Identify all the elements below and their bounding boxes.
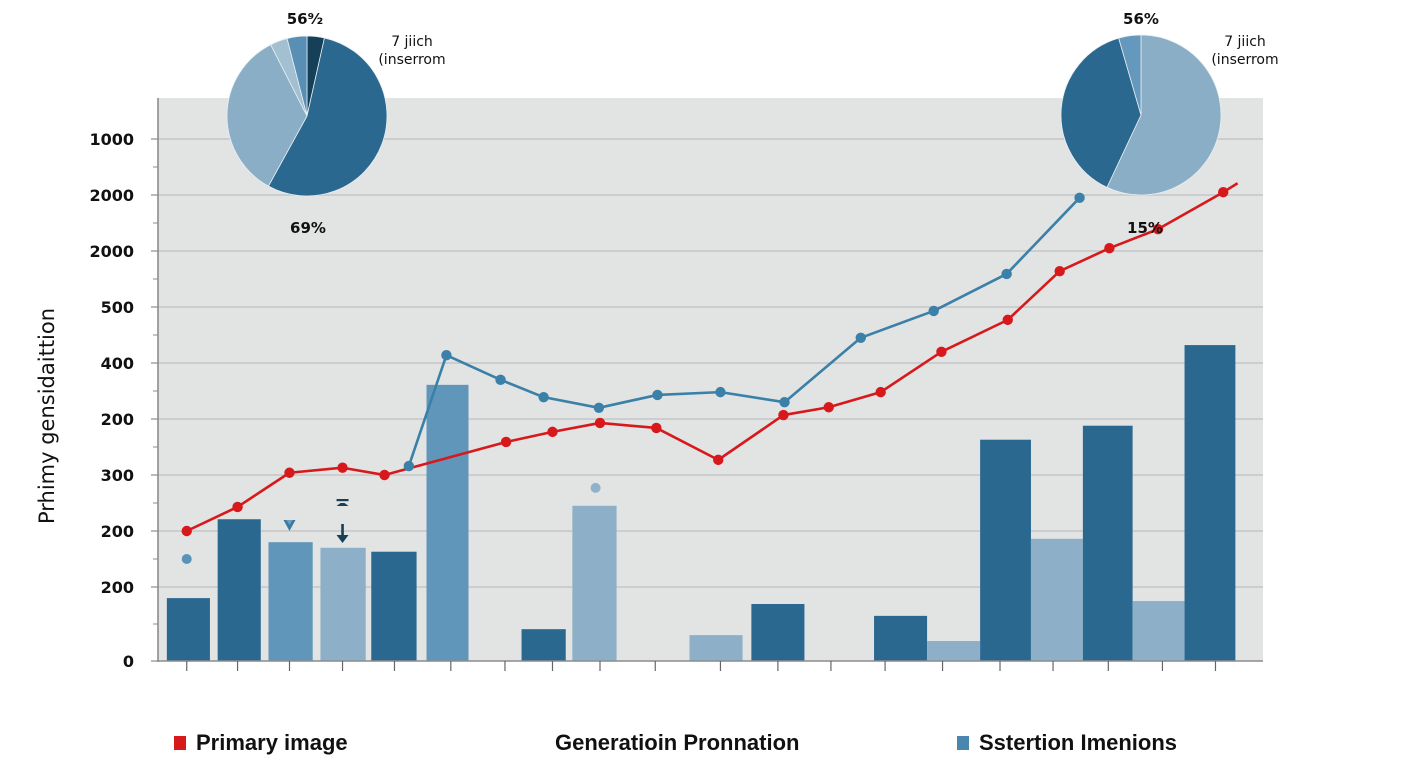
data-point <box>547 426 558 438</box>
pie-slice <box>1060 37 1142 188</box>
legend-item-generation: Generatioin Pronnation <box>555 730 799 756</box>
data-point <box>936 346 947 357</box>
data-point <box>652 389 663 401</box>
bar <box>426 384 469 661</box>
y-tick-label: 200 <box>101 578 134 597</box>
data-point <box>337 462 348 473</box>
bar <box>689 635 743 661</box>
y-tick-label: 400 <box>101 354 134 373</box>
bar <box>268 542 313 661</box>
legend-swatch-blue <box>957 736 969 750</box>
data-point <box>232 501 243 513</box>
bar <box>1030 538 1083 661</box>
legend-label: Sstertion Imenions <box>979 730 1178 755</box>
data-point <box>779 397 790 408</box>
left-pie: 56⁹⁄₂ 7 jiich (inserrom 69% <box>226 10 446 237</box>
y-tick-label: 200 <box>101 522 134 541</box>
cap-icon <box>336 503 349 506</box>
line-series <box>181 182 1239 537</box>
pie-side-label: (inserrom <box>378 52 445 68</box>
y-axis-label: Prhimy gensidaittion <box>35 308 59 524</box>
data-point <box>713 454 724 466</box>
pie-slice <box>286 35 308 117</box>
data-point <box>875 386 886 398</box>
data-point <box>500 436 512 448</box>
data-point <box>1074 192 1085 203</box>
pie-slice <box>1106 34 1222 196</box>
data-point <box>1054 265 1065 277</box>
bars <box>166 345 1236 661</box>
bar <box>521 629 566 661</box>
data-point <box>594 417 606 429</box>
pie-slice <box>226 44 308 187</box>
data-point <box>1002 314 1013 326</box>
markers <box>181 482 601 564</box>
data-point <box>495 374 506 385</box>
bar <box>927 641 981 661</box>
y-tick-label: 200 <box>101 410 134 429</box>
data-point <box>928 305 939 317</box>
isolated-point <box>590 482 601 493</box>
y-tick-label: 0 <box>123 652 134 671</box>
data-point <box>181 525 192 537</box>
pie-side-label: 7 jiich <box>391 34 433 50</box>
pie-charts: 56⁹⁄₂ 7 jiich (inserrom 69% 56% 7 jiich (inser… <box>226 10 1279 237</box>
pie-top-label: 56% <box>1123 10 1159 28</box>
line-series-sstertion-imenions <box>407 196 1081 467</box>
legend-swatch-red <box>174 736 186 750</box>
data-point <box>403 460 415 472</box>
data-point <box>538 391 549 403</box>
data-point <box>441 349 452 361</box>
pie-side-label: (inserrom <box>1211 52 1278 68</box>
bar <box>166 598 210 661</box>
x-axis-ticks <box>186 661 1217 671</box>
bar <box>751 604 805 661</box>
y-tick-label: 2000 <box>89 186 134 205</box>
bar <box>1082 425 1133 661</box>
data-point <box>1104 243 1115 254</box>
line-series-primary-image <box>186 182 1239 533</box>
cap-bar <box>336 499 349 502</box>
data-point <box>1218 187 1229 198</box>
data-point <box>1152 223 1164 235</box>
data-point <box>379 469 390 481</box>
pie-top-label: 56⁹⁄₂ <box>287 10 324 28</box>
bar <box>320 547 366 661</box>
triangle-highlight <box>286 520 293 525</box>
data-point <box>855 332 866 343</box>
bar <box>874 615 928 661</box>
data-point <box>778 409 789 421</box>
data-point <box>651 422 662 434</box>
legend-label: Primary image <box>196 730 348 755</box>
data-point <box>593 402 605 413</box>
arrow-down-icon <box>336 535 349 543</box>
y-tick-label: 1000 <box>89 130 134 149</box>
bar <box>371 551 417 661</box>
pie-bottom-label: 15% <box>1127 219 1163 237</box>
pie-bottom-label: 69% <box>290 219 326 237</box>
legend-label: Generatioin Pronnation <box>555 730 800 755</box>
y-tick-label: 2000 <box>89 242 134 261</box>
legend-item-primary-image: Primary image <box>174 730 348 756</box>
data-point <box>823 402 834 413</box>
data-point <box>284 467 295 478</box>
data-point <box>715 386 726 398</box>
bar <box>1132 601 1185 661</box>
bar <box>1184 345 1236 661</box>
pie-slice <box>1118 34 1142 116</box>
bar <box>572 505 617 661</box>
data-point <box>1001 268 1012 280</box>
triangle-down-icon <box>283 520 296 531</box>
pie-slice <box>267 37 388 197</box>
y-axis-ticks: 0 200 200 300 200 400 500 2000 2000 1000 <box>89 130 158 671</box>
bar <box>980 439 1031 661</box>
y-tick-label: 500 <box>101 298 134 317</box>
isolated-point <box>181 554 192 564</box>
right-pie: 56% 7 jiich (inserrom 15% <box>1060 10 1279 237</box>
pie-side-label: 7 jiich <box>1224 34 1266 50</box>
legend-item-sstertion: Sstertion Imenions <box>957 730 1177 756</box>
bar <box>217 519 261 661</box>
y-tick-label: 300 <box>101 466 134 485</box>
